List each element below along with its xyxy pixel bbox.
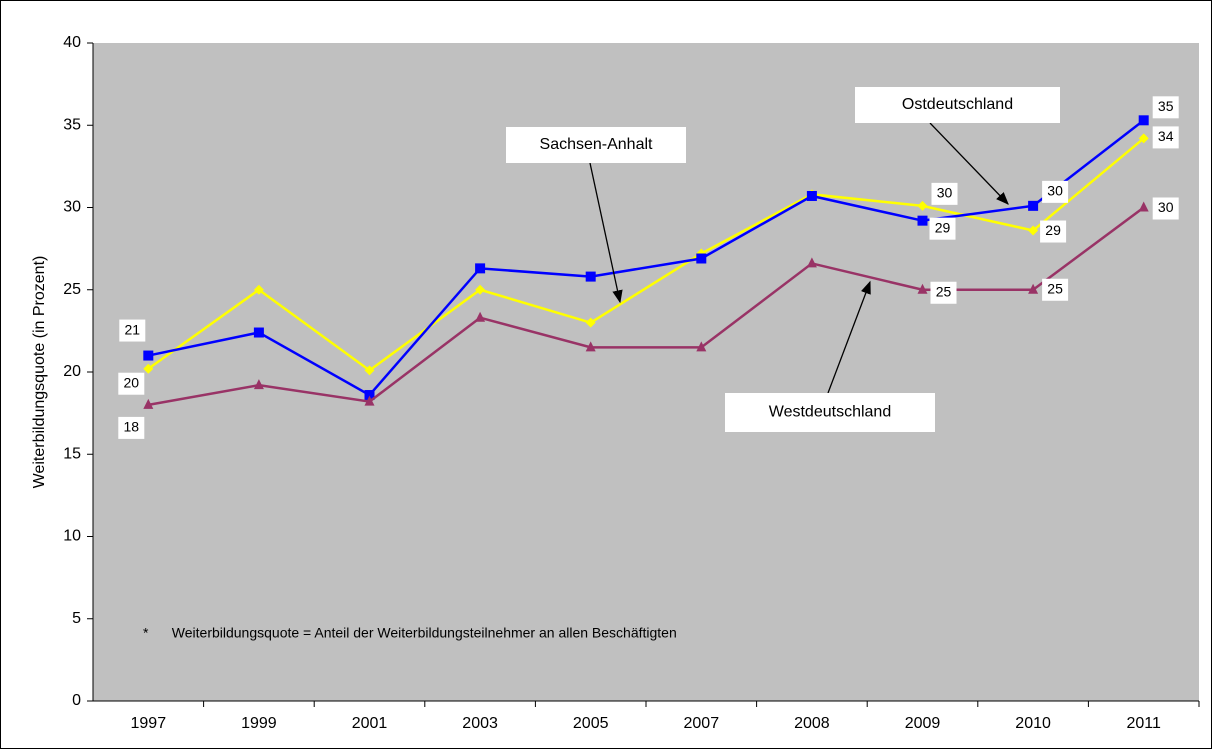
data-label-box	[1042, 180, 1069, 203]
marker	[1028, 283, 1039, 294]
data-label: 30	[937, 185, 953, 201]
data-label-box	[118, 372, 145, 395]
data-label: 35	[1158, 98, 1174, 114]
annotation-box	[506, 127, 686, 163]
data-label-box	[931, 182, 958, 205]
annotation-arrow	[589, 162, 623, 304]
y-axis-label: Weiterbildungsquote (in Prozent)	[31, 256, 48, 489]
marker	[1028, 200, 1039, 211]
series-line	[147, 137, 1145, 372]
data-label: 18	[124, 419, 140, 435]
series-line	[148, 119, 1145, 397]
marker	[917, 283, 928, 294]
data-label: 29	[1045, 222, 1061, 238]
marker	[253, 379, 264, 390]
x-tick-label: 2001	[352, 715, 388, 732]
marker	[917, 215, 928, 226]
data-label: 20	[124, 374, 140, 390]
marker	[1138, 133, 1149, 144]
marker	[143, 363, 154, 374]
y-tick-label: 40	[63, 34, 81, 51]
annotation-arrow	[827, 280, 871, 394]
marker	[696, 341, 707, 352]
marker	[143, 350, 154, 361]
marker	[143, 398, 154, 409]
marker	[475, 263, 486, 274]
x-tick-label: 2011	[1126, 715, 1161, 732]
y-tick-label: 5	[72, 610, 81, 627]
data-label-box	[1152, 126, 1179, 149]
data-label: 34	[1158, 128, 1174, 144]
data-label: 30	[1158, 199, 1174, 215]
series-annotation: Sachsen-Anhalt	[540, 136, 654, 153]
annotation-box	[855, 87, 1060, 123]
marker	[1028, 225, 1039, 236]
data-label-box	[1040, 220, 1067, 243]
data-label-box	[1152, 197, 1179, 220]
footnote: * Weiterbildungsquote = Anteil der Weite…	[143, 625, 677, 641]
y-tick-label: 20	[63, 363, 81, 380]
data-label-box	[119, 319, 146, 342]
y-tick-label: 10	[63, 528, 81, 545]
data-label-box	[1152, 96, 1179, 119]
x-tick-label: 2003	[462, 715, 498, 732]
marker	[475, 284, 486, 295]
marker	[253, 327, 264, 338]
marker	[364, 395, 375, 406]
marker	[1138, 115, 1149, 126]
data-label-box	[1042, 278, 1069, 301]
series-annotation: Ostdeutschland	[902, 96, 1013, 113]
annotation-arrow	[929, 122, 1009, 205]
data-label: 21	[125, 321, 141, 337]
marker	[696, 253, 707, 264]
y-tick-label: 30	[63, 199, 81, 216]
x-tick-label: 1999	[241, 715, 277, 732]
marker	[364, 365, 375, 376]
x-tick-label: 2009	[905, 715, 941, 732]
series-annotation: Westdeutschland	[769, 404, 891, 421]
marker	[1138, 201, 1149, 212]
x-tick-label: 1997	[131, 715, 167, 732]
y-tick-label: 35	[63, 116, 81, 133]
data-label-box	[118, 416, 145, 439]
marker	[585, 271, 596, 282]
data-label-box	[930, 281, 957, 304]
x-tick-label: 2007	[684, 715, 720, 732]
x-tick-label: 2010	[1015, 715, 1051, 732]
data-label: 25	[936, 283, 952, 299]
series-line	[148, 206, 1145, 407]
y-tick-label: 0	[72, 692, 81, 709]
y-tick-label: 25	[63, 281, 81, 298]
marker	[806, 190, 817, 201]
marker	[585, 317, 596, 328]
marker	[917, 200, 928, 211]
data-label: 29	[935, 219, 951, 235]
marker	[475, 311, 486, 322]
annotation-box	[725, 393, 935, 432]
y-tick-label: 15	[63, 445, 81, 462]
marker	[806, 257, 817, 268]
data-label: 25	[1047, 280, 1063, 296]
marker	[585, 341, 596, 352]
data-label-box	[929, 217, 956, 240]
marker	[253, 284, 264, 295]
x-tick-label: 2005	[573, 715, 609, 732]
data-label: 30	[1047, 183, 1063, 199]
x-tick-label: 2008	[794, 715, 830, 732]
marker	[364, 390, 375, 401]
